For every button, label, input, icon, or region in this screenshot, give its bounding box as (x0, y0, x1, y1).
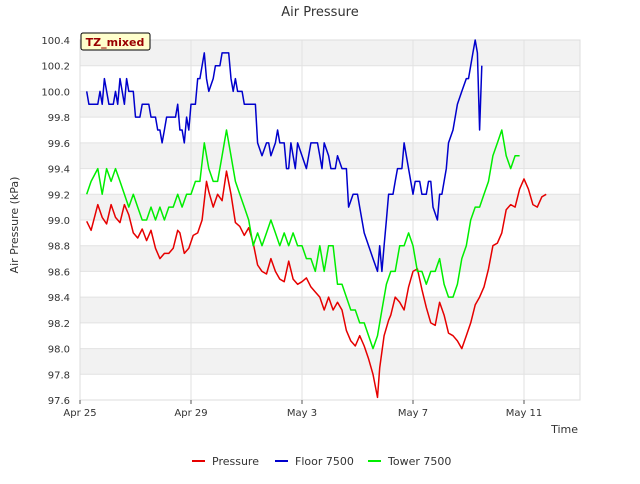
background-band (80, 117, 580, 143)
legend-label: Floor 7500 (295, 455, 354, 468)
y-tick-label: 98.2 (48, 319, 70, 330)
y-tick-label: 100.2 (41, 62, 70, 73)
x-tick-label: Apr 29 (174, 408, 207, 419)
y-tick-label: 100.4 (41, 36, 70, 47)
y-tick-label: 97.6 (48, 396, 70, 407)
series-lines (85, 39, 547, 399)
background-band (80, 348, 580, 375)
background-band (80, 245, 580, 272)
y-tick-label: 99.8 (48, 113, 70, 124)
y-axis-ticks: 97.6 97.8 98.0 98.2 98.4 98.6 98.8 99.0 99.2 99.4… (41, 36, 70, 407)
y-tick-label: 100.0 (41, 87, 70, 98)
y-tick-label: 98.4 (48, 293, 70, 304)
background-band (80, 220, 580, 246)
series-line-floor-7500 (85, 39, 483, 273)
background-band (80, 374, 580, 400)
y-tick-label: 97.8 (48, 370, 70, 381)
y-tick-label: 99.0 (48, 216, 70, 227)
y-tick-label: 98.6 (48, 267, 70, 278)
x-tick-label: May 3 (287, 408, 317, 419)
y-tick-label: 99.2 (48, 190, 70, 201)
x-tick-label: May 7 (398, 408, 428, 419)
plot-area-border (79, 39, 581, 401)
plot-background-bands (80, 40, 580, 400)
y-axis-label: Air Pressure (kPa) (8, 177, 21, 274)
series-line-pressure (86, 170, 547, 399)
background-band (80, 322, 580, 349)
x-tick-label: May 11 (506, 408, 543, 419)
tz-annotation-box: TZ_mixed (80, 32, 151, 51)
background-band (80, 40, 580, 66)
background-band (80, 168, 580, 195)
background-band (80, 271, 580, 298)
legend: Pressure Floor 7500 Tower 7500 (192, 455, 451, 468)
y-tick-label: 99.6 (48, 139, 70, 150)
x-axis-ticks: Apr 25 Apr 29 May 3 May 7 May 11 (63, 400, 542, 419)
legend-label: Pressure (212, 455, 259, 468)
x-axis-label: Time (550, 423, 578, 436)
x-tick-label: Apr 25 (63, 408, 96, 419)
tz-annotation-label: TZ_mixed (86, 36, 145, 49)
background-band (80, 91, 580, 118)
y-tick-label: 98.0 (48, 345, 70, 356)
chart-title: Air Pressure (281, 5, 359, 20)
y-tick-label: 98.8 (48, 242, 70, 253)
series-line-tower-7500 (85, 129, 520, 350)
background-band (80, 65, 580, 92)
legend-label: Tower 7500 (387, 455, 451, 468)
y-tick-label: 99.4 (48, 165, 70, 176)
